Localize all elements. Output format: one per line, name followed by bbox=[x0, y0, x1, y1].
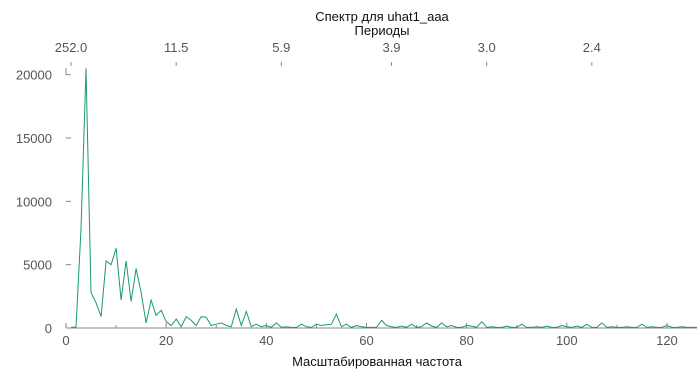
top-tick-label: 3.9 bbox=[382, 40, 400, 55]
top-axis-label: Периоды bbox=[355, 23, 410, 38]
x-tick-label: 20 bbox=[159, 333, 173, 348]
x-tick-label: 120 bbox=[656, 333, 678, 348]
spectrum-line bbox=[70, 68, 697, 328]
x-tick-label: 80 bbox=[459, 333, 473, 348]
top-tick-label: 11.5 bbox=[164, 40, 188, 55]
chart-title: Спектр для uhat1_aaa bbox=[315, 9, 449, 24]
ticks: 0 20 40 60 80 100 120 0 5000 10000 15000 20000252.0… bbox=[16, 40, 678, 348]
y-tick-label: 10000 bbox=[16, 194, 52, 209]
x-tick-label: 100 bbox=[556, 333, 578, 348]
y-tick-label: 5000 bbox=[23, 258, 52, 273]
top-tick-label: 5.9 bbox=[272, 40, 290, 55]
x-tick-label: 0 bbox=[62, 333, 69, 348]
x-tick-label: 40 bbox=[259, 333, 273, 348]
top-tick-label: 2.4 bbox=[583, 40, 601, 55]
top-tick-label: 3.0 bbox=[478, 40, 496, 55]
y-tick-label: 15000 bbox=[16, 131, 52, 146]
series-group bbox=[70, 68, 697, 328]
axes bbox=[65, 68, 697, 329]
x-axis-label: Масштабированная частота bbox=[292, 354, 463, 369]
top-tick-label: 252.0 bbox=[55, 40, 88, 55]
y-tick-label: 0 bbox=[45, 321, 52, 336]
y-tick-label: 20000 bbox=[16, 68, 52, 83]
x-tick-label: 60 bbox=[359, 333, 373, 348]
